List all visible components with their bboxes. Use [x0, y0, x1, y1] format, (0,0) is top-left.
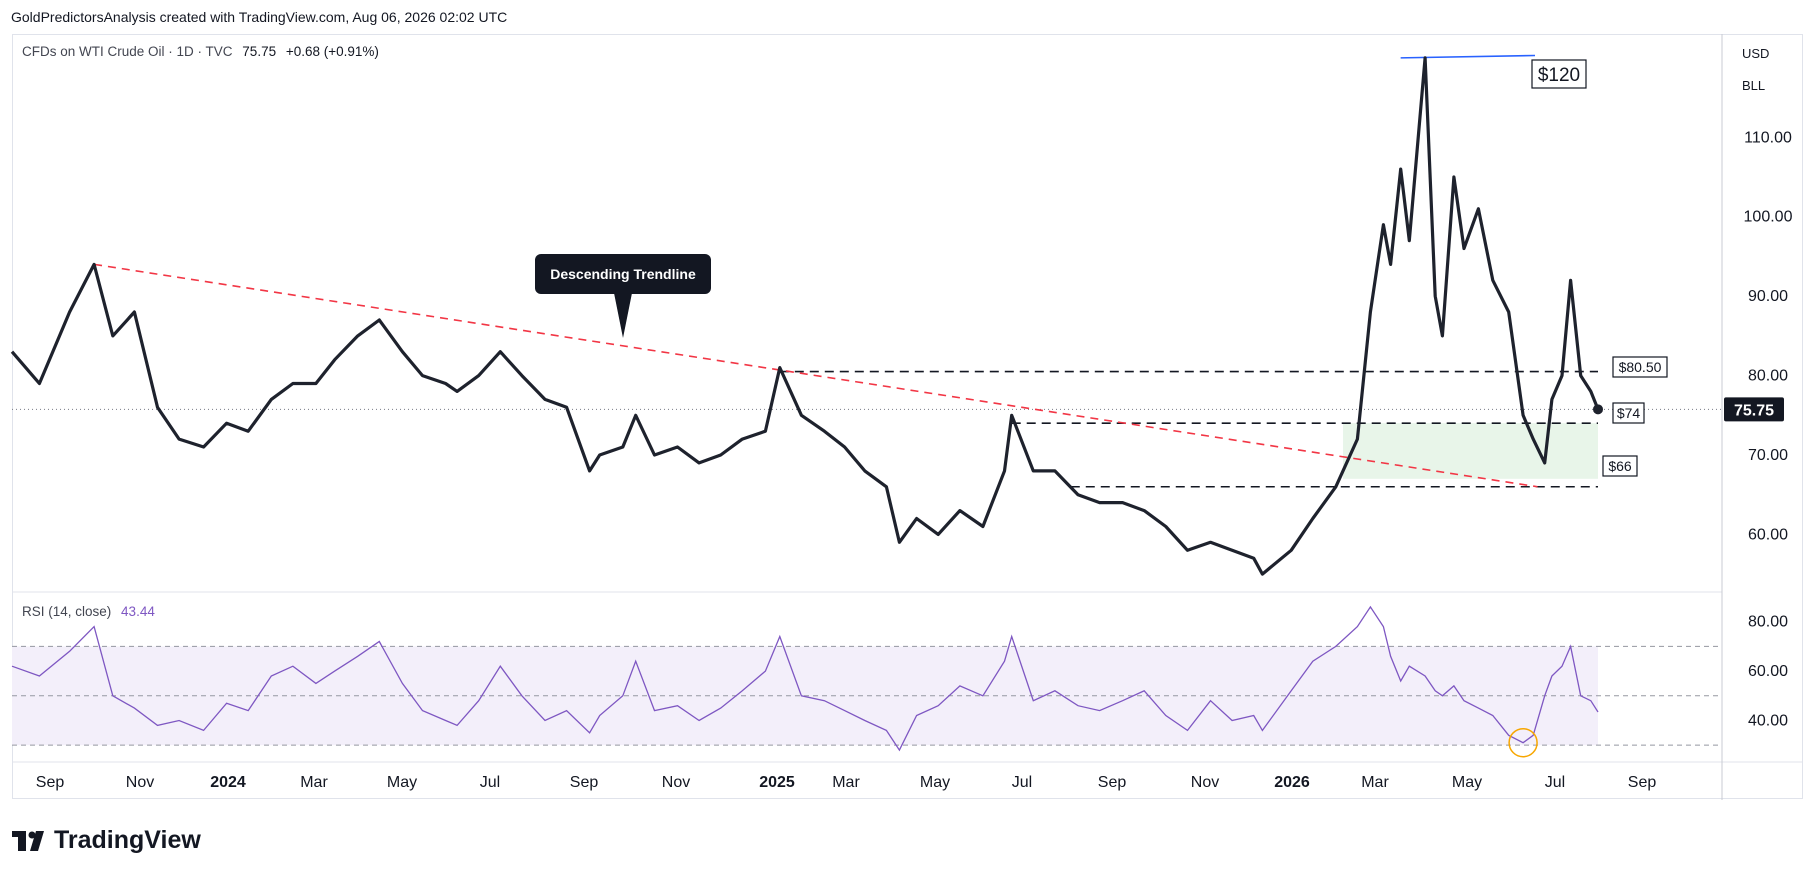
label-120: $120 — [1538, 65, 1580, 86]
price-tick-label: 60.00 — [1748, 526, 1788, 543]
time-tick-label: Mar — [300, 774, 328, 791]
label-66-box[interactable] — [1602, 455, 1638, 477]
rsi-legend[interactable]: RSI (14, close) 43.44 — [22, 604, 155, 619]
time-tick-label: Jul — [1545, 774, 1565, 791]
rsi-tick-label: 60.00 — [1748, 663, 1788, 680]
price-tick-label: 80.00 — [1748, 368, 1788, 385]
label-80-50: $80.50 — [1619, 359, 1662, 375]
time-tick-label: 2024 — [210, 774, 246, 791]
price-change: +0.68 (+0.91%) — [285, 44, 379, 59]
last-price-badge[interactable] — [1724, 397, 1784, 422]
label-120-box[interactable] — [1531, 59, 1587, 89]
rsi-tick-label: 80.00 — [1748, 614, 1788, 631]
time-tick-label: Mar — [1361, 774, 1389, 791]
time-tick-label: Sep — [570, 774, 599, 791]
time-tick-label: Jul — [480, 774, 500, 791]
tradingview-logo[interactable]: TradingView — [12, 826, 201, 855]
time-tick-label: Nov — [126, 774, 154, 791]
volume-unit[interactable]: BLL — [1742, 78, 1766, 93]
trendline-callout[interactable]: Descending Trendline — [535, 254, 711, 294]
last-price: 75.75 — [242, 44, 277, 59]
tradingview-logo-icon — [12, 830, 44, 851]
support-zone[interactable] — [1343, 423, 1598, 479]
rsi-series-line[interactable] — [11, 605, 1599, 752]
last-price-badge-label: 75.75 — [1734, 402, 1774, 419]
price-tick-label: 90.00 — [1748, 288, 1788, 305]
symbol-name[interactable]: CFDs on WTI Crude Oil · 1D · TVC — [22, 44, 233, 59]
chart-frame — [12, 34, 1803, 799]
last-price-point[interactable] — [1593, 404, 1603, 415]
rsi-value: 43.44 — [121, 604, 155, 619]
resistance-line-120[interactable] — [1400, 54, 1536, 59]
price-series-line[interactable] — [10, 56, 1600, 576]
rsi-name[interactable]: RSI (14, close) — [22, 604, 112, 619]
time-tick-label: 2026 — [1274, 774, 1310, 791]
callout-pointer — [614, 293, 632, 338]
price-tick-label: 100.00 — [1744, 209, 1793, 226]
label-74: $74 — [1617, 405, 1641, 421]
time-tick-label: Sep — [36, 774, 65, 791]
descending-trendline[interactable] — [93, 263, 1538, 488]
time-tick-label: Jul — [1012, 774, 1032, 791]
currency-unit[interactable]: USD — [1742, 46, 1770, 61]
label-80-50-box[interactable] — [1612, 356, 1668, 378]
time-tick-label: May — [1452, 774, 1482, 791]
time-tick-label: Sep — [1628, 774, 1657, 791]
price-tick-label: 110.00 — [1744, 129, 1792, 146]
tradingview-brand: TradingView — [54, 826, 201, 854]
time-tick-label: 2025 — [759, 774, 795, 791]
label-74-box[interactable] — [1612, 402, 1645, 424]
time-tick-label: Nov — [662, 774, 690, 791]
rsi-tick-label: 40.00 — [1748, 712, 1788, 729]
price-tick-label: 70.00 — [1748, 447, 1788, 464]
label-66: $66 — [1608, 458, 1632, 474]
time-tick-label: May — [920, 774, 950, 791]
symbol-legend[interactable]: CFDs on WTI Crude Oil · 1D · TVC 75.75 +… — [22, 44, 379, 59]
time-tick-label: Mar — [832, 774, 860, 791]
time-tick-label: Sep — [1098, 774, 1127, 791]
time-tick-label: Nov — [1191, 774, 1219, 791]
time-tick-label: May — [387, 774, 417, 791]
chart-attribution: GoldPredictorsAnalysis created with Trad… — [11, 9, 508, 25]
rsi-oversold-highlight[interactable] — [1508, 727, 1538, 758]
